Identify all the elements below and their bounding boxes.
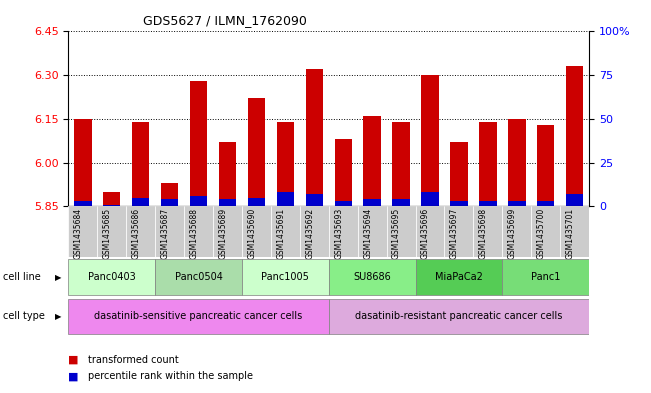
Bar <box>271 206 300 257</box>
Text: GSM1435684: GSM1435684 <box>74 208 83 259</box>
Bar <box>213 206 242 257</box>
Bar <box>473 206 503 257</box>
Text: GSM1435700: GSM1435700 <box>537 208 546 259</box>
Text: dasatinib-resistant pancreatic cancer cells: dasatinib-resistant pancreatic cancer ce… <box>355 311 562 321</box>
Text: ■: ■ <box>68 371 79 382</box>
Bar <box>415 259 503 295</box>
Bar <box>68 206 97 257</box>
Text: cell type: cell type <box>3 311 45 321</box>
Bar <box>161 199 178 206</box>
Text: GSM1435693: GSM1435693 <box>334 208 343 259</box>
Bar <box>305 194 323 206</box>
Bar <box>561 206 589 257</box>
Text: Panc0403: Panc0403 <box>88 272 135 282</box>
Bar <box>450 142 467 206</box>
Bar <box>305 69 323 206</box>
Text: GSM1435685: GSM1435685 <box>103 208 112 259</box>
Bar <box>74 119 92 206</box>
Bar <box>335 201 352 206</box>
Bar <box>508 119 525 206</box>
Bar <box>503 259 589 295</box>
Bar <box>277 192 294 206</box>
Bar <box>155 206 184 257</box>
Bar <box>566 66 583 206</box>
Bar <box>277 122 294 206</box>
Text: GSM1435687: GSM1435687 <box>161 208 170 259</box>
Bar <box>68 299 329 334</box>
Bar <box>393 199 409 206</box>
Bar <box>503 206 531 257</box>
Bar <box>184 206 213 257</box>
Bar <box>479 201 497 206</box>
Bar <box>103 192 120 206</box>
Text: GSM1435699: GSM1435699 <box>508 208 517 259</box>
Text: SU8686: SU8686 <box>353 272 391 282</box>
Text: Panc0504: Panc0504 <box>174 272 223 282</box>
Bar <box>190 81 207 206</box>
Text: ▶: ▶ <box>55 312 62 321</box>
Bar <box>393 122 409 206</box>
Bar <box>103 205 120 206</box>
Bar <box>248 198 265 206</box>
Text: GSM1435701: GSM1435701 <box>566 208 575 259</box>
Bar <box>421 192 439 206</box>
Text: GSM1435690: GSM1435690 <box>247 208 256 259</box>
Text: cell line: cell line <box>3 272 41 282</box>
Bar <box>161 183 178 206</box>
Bar <box>363 116 381 206</box>
Bar <box>132 122 149 206</box>
Bar <box>248 99 265 206</box>
Bar <box>387 206 415 257</box>
Bar <box>219 199 236 206</box>
Bar <box>479 122 497 206</box>
Bar <box>537 125 555 206</box>
Text: percentile rank within the sample: percentile rank within the sample <box>88 371 253 382</box>
Text: ■: ■ <box>68 354 79 365</box>
Text: ▶: ▶ <box>55 273 62 281</box>
Bar <box>415 206 445 257</box>
Bar <box>329 206 357 257</box>
Bar <box>97 206 126 257</box>
Text: GSM1435688: GSM1435688 <box>189 208 199 259</box>
Bar <box>445 206 473 257</box>
Bar <box>531 206 561 257</box>
Bar <box>421 75 439 206</box>
Text: GDS5627 / ILMN_1762090: GDS5627 / ILMN_1762090 <box>143 14 307 27</box>
Bar <box>242 259 329 295</box>
Bar <box>190 196 207 206</box>
Bar <box>68 259 155 295</box>
Bar <box>126 206 155 257</box>
Text: GSM1435694: GSM1435694 <box>363 208 372 259</box>
Bar <box>363 199 381 206</box>
Text: Panc1005: Panc1005 <box>262 272 309 282</box>
Text: GSM1435698: GSM1435698 <box>479 208 488 259</box>
Bar <box>300 206 329 257</box>
Text: Panc1: Panc1 <box>531 272 561 282</box>
Bar <box>132 198 149 206</box>
Text: MiaPaCa2: MiaPaCa2 <box>435 272 483 282</box>
Bar <box>537 201 555 206</box>
Bar <box>219 142 236 206</box>
Bar <box>74 201 92 206</box>
Text: GSM1435697: GSM1435697 <box>450 208 459 259</box>
Bar <box>155 259 242 295</box>
Bar <box>508 201 525 206</box>
Bar <box>450 201 467 206</box>
Text: GSM1435691: GSM1435691 <box>277 208 285 259</box>
Text: GSM1435696: GSM1435696 <box>421 208 430 259</box>
Text: GSM1435689: GSM1435689 <box>219 208 227 259</box>
Bar <box>335 139 352 206</box>
Text: GSM1435692: GSM1435692 <box>305 208 314 259</box>
Text: GSM1435686: GSM1435686 <box>132 208 141 259</box>
Bar <box>357 206 387 257</box>
Text: GSM1435695: GSM1435695 <box>392 208 401 259</box>
Text: dasatinib-sensitive pancreatic cancer cells: dasatinib-sensitive pancreatic cancer ce… <box>94 311 303 321</box>
Text: transformed count: transformed count <box>88 354 178 365</box>
Bar <box>242 206 271 257</box>
Bar <box>566 194 583 206</box>
Bar <box>329 299 589 334</box>
Bar <box>329 259 415 295</box>
